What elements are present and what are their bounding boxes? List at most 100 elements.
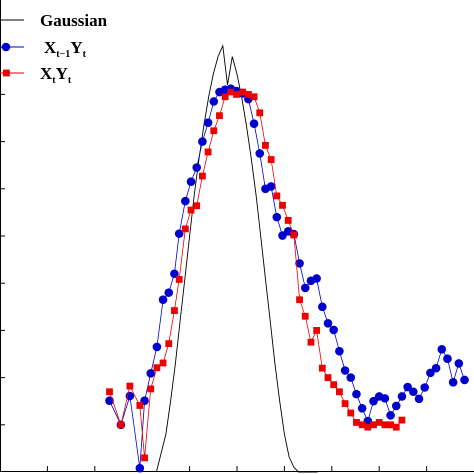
data-point: [426, 368, 435, 378]
data-point: [181, 225, 189, 233]
data-point: [347, 409, 355, 417]
data-point: [204, 148, 212, 156]
data-point: [152, 342, 162, 352]
data-point: [146, 369, 156, 378]
data-point: [307, 338, 315, 346]
data-point: [165, 340, 173, 348]
data-point: [198, 137, 207, 146]
data-point: [227, 88, 235, 96]
data-point: [106, 388, 113, 396]
data-point: [175, 276, 183, 283]
data-point: [244, 91, 252, 98]
data-point: [398, 416, 406, 424]
data-point: [392, 423, 400, 431]
data-point: [353, 419, 360, 426]
data-point: [387, 421, 394, 429]
data-point: [250, 93, 258, 101]
data-point: [403, 382, 412, 392]
data-point: [431, 363, 441, 373]
data-point: [187, 206, 195, 214]
data-point: [153, 364, 161, 372]
data-point: [198, 172, 206, 180]
data-point: [117, 421, 125, 429]
data-point: [381, 421, 389, 429]
data-point: [170, 269, 179, 279]
data-point: [313, 327, 321, 334]
data-point: [370, 421, 377, 429]
data-point: [454, 359, 464, 368]
data-point: [186, 177, 196, 187]
data-point: [171, 307, 178, 314]
series-0: [155, 44, 318, 473]
data-point: [364, 423, 372, 431]
series-2: [106, 88, 406, 462]
data-point: [272, 212, 282, 222]
data-point: [363, 416, 373, 426]
data-point: [233, 91, 240, 98]
legend-item-0: Gaussian: [0, 11, 108, 30]
data-point: [437, 344, 447, 354]
data-point: [296, 296, 303, 304]
data-point: [397, 392, 407, 401]
data-point: [135, 463, 145, 473]
data-point: [273, 192, 281, 200]
data-point: [448, 378, 458, 387]
legend-label: Gaussian: [40, 11, 108, 30]
data-point: [256, 109, 264, 117]
data-point: [352, 389, 361, 399]
data-point: [409, 387, 418, 397]
data-point: [357, 403, 367, 413]
data-point: [369, 396, 378, 406]
data-point: [158, 295, 168, 305]
data-point: [443, 354, 452, 364]
data-point: [221, 93, 229, 101]
legend: Gaussian Xt−1Yt XtYt: [0, 11, 108, 86]
data-point: [340, 366, 350, 375]
series-1: [105, 84, 469, 473]
data-point: [414, 394, 424, 404]
data-point: [262, 141, 269, 149]
data-point: [193, 202, 201, 210]
legend-label: XtYt: [40, 64, 72, 86]
data-point: [209, 97, 219, 106]
series-line: [109, 91, 403, 458]
data-point: [335, 346, 344, 356]
data-point: [284, 217, 292, 224]
data-point: [192, 163, 202, 172]
legend-item-2: XtYt: [0, 64, 72, 86]
data-point: [136, 402, 144, 409]
data-point: [318, 364, 326, 372]
legend-item-1: Xt−1Yt: [0, 38, 87, 60]
data-point: [181, 196, 190, 206]
legend-label: Xt−1Yt: [44, 38, 87, 60]
data-point: [141, 454, 148, 462]
data-point: [267, 156, 275, 163]
data-point: [290, 231, 298, 239]
data-point: [159, 359, 167, 367]
data-point: [324, 374, 332, 381]
data-point: [318, 302, 327, 312]
series-line: [109, 88, 465, 469]
data-point: [174, 229, 184, 238]
data-point: [266, 182, 276, 191]
data-point: [358, 421, 366, 429]
data-point: [460, 375, 469, 385]
data-point: [203, 118, 213, 128]
legend-marker: [1, 42, 11, 52]
data-point: [301, 312, 309, 320]
series-line: [155, 44, 318, 473]
data-point: [391, 401, 401, 411]
data-point: [323, 319, 333, 328]
data-point: [126, 382, 134, 390]
data-point: [255, 149, 265, 158]
data-point: [386, 411, 395, 420]
data-point: [375, 419, 383, 426]
legend-marker: [3, 69, 10, 77]
data-point: [295, 259, 304, 268]
data-point: [329, 325, 338, 335]
data-point: [420, 383, 430, 392]
data-point: [335, 388, 343, 396]
data-point: [380, 394, 390, 403]
